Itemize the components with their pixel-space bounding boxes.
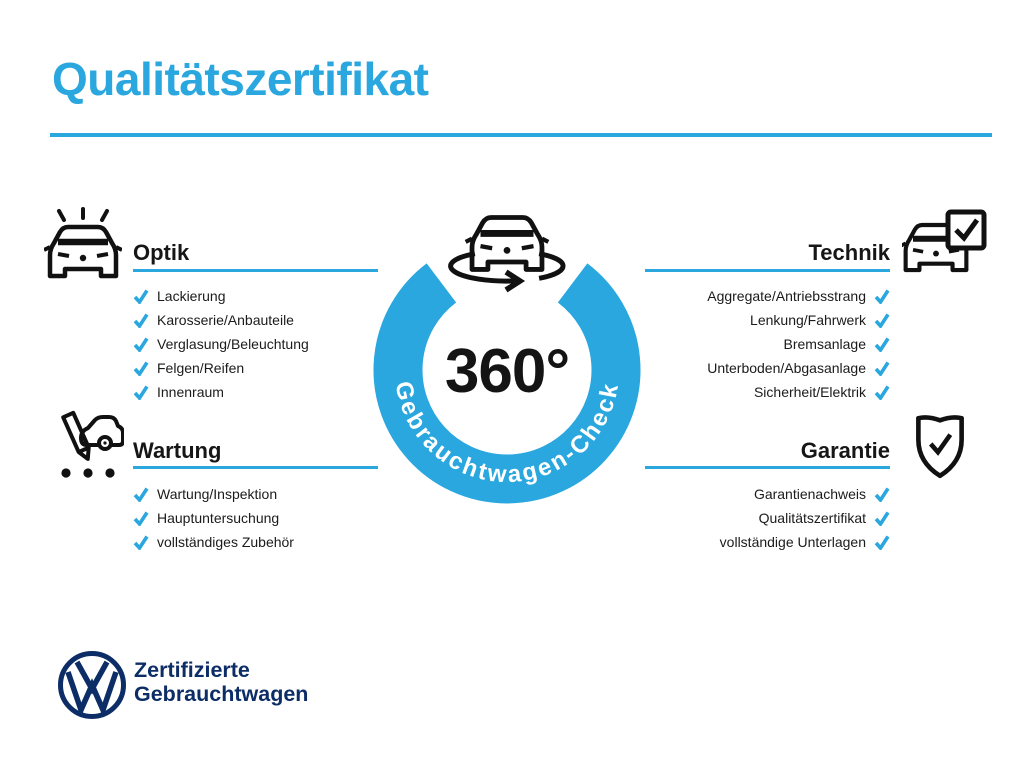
check-item: Lackierung — [133, 288, 309, 304]
check-icon — [874, 384, 890, 400]
check-icon — [133, 510, 149, 526]
check-item-label: Garantienachweis — [753, 486, 866, 502]
car-360-icon — [448, 218, 566, 293]
blue-ring — [373, 263, 641, 504]
page-title: Qualitätszertifikat — [52, 53, 429, 105]
check-icon — [133, 336, 149, 352]
check-icon — [133, 486, 149, 502]
check-item: Wartung/Inspektion — [133, 486, 294, 502]
section-underline — [645, 269, 890, 272]
optik-list: Lackierung Karosserie/Anbauteile Verglas… — [133, 288, 309, 400]
check-item: Bremsanlage — [784, 336, 891, 352]
pencil-car-icon — [61, 410, 124, 478]
check-icon — [874, 336, 890, 352]
footer-brand-text: Zertifizierte Gebrauchtwagen — [134, 658, 308, 706]
check-icon — [874, 312, 890, 328]
check-item: vollständige Unterlagen — [720, 534, 890, 550]
check-icon — [874, 510, 890, 526]
footer-line2: Gebrauchtwagen — [134, 682, 309, 706]
check-item-label: Aggregate/Antriebsstrang — [707, 288, 866, 304]
check-item-label: Lenkung/Fahrwerk — [750, 312, 866, 328]
wartung-list: Wartung/Inspektion Hauptuntersuchung vol… — [133, 486, 294, 550]
degrees-label: 360° — [445, 337, 569, 406]
footer-line1: Zertifizierte — [134, 658, 250, 682]
check-icon — [874, 360, 890, 376]
shield-check-icon — [916, 415, 964, 479]
check-icon — [133, 534, 149, 550]
section-title-optik: Optik — [133, 240, 190, 265]
check-item-label: Karosserie/Anbauteile — [157, 312, 294, 328]
section-underline — [645, 466, 890, 469]
check-item-label: Hauptuntersuchung — [157, 510, 280, 526]
check-icon — [874, 288, 890, 304]
vw-logo — [58, 651, 126, 719]
section-underline — [133, 269, 378, 272]
check-item-label: vollständige Unterlagen — [719, 534, 866, 550]
section-title-garantie: Garantie — [800, 438, 890, 463]
check-item: Qualitätszertifikat — [759, 510, 890, 526]
section-title-wartung: Wartung — [133, 438, 222, 463]
check-item: Karosserie/Anbauteile — [133, 312, 309, 328]
check-item-label: Sicherheit/Elektrik — [753, 384, 866, 400]
check-item: Aggregate/Antriebsstrang — [707, 288, 890, 304]
check-item-label: Wartung/Inspektion — [157, 486, 278, 502]
check-item-label: Verglasung/Beleuchtung — [157, 336, 309, 352]
check-item-label: Lackierung — [157, 288, 226, 304]
check-item: Innenraum — [133, 384, 309, 400]
check-icon — [133, 360, 149, 376]
section-underline — [133, 466, 378, 469]
title-divider — [50, 133, 992, 137]
check-item-label: Unterboden/Abgasanlage — [707, 360, 866, 376]
check-icon — [133, 288, 149, 304]
check-icon — [133, 312, 149, 328]
check-item: Garantienachweis — [754, 486, 890, 502]
360-check-graphic: Gebrauchtwagen-Check 360° — [373, 200, 641, 504]
garantie-list: Garantienachweis Qualitätszertifikat vol… — [720, 486, 890, 550]
technik-list: Aggregate/Antriebsstrang Lenkung/Fahrwer… — [707, 288, 890, 400]
check-icon — [874, 486, 890, 502]
check-item: Sicherheit/Elektrik — [754, 384, 890, 400]
check-icon — [133, 384, 149, 400]
check-icon — [874, 534, 890, 550]
check-item: Verglasung/Beleuchtung — [133, 336, 309, 352]
check-item: Unterboden/Abgasanlage — [707, 360, 890, 376]
section-title-technik: Technik — [808, 240, 890, 265]
check-item: Lenkung/Fahrwerk — [750, 312, 890, 328]
car-shine-icon — [44, 207, 122, 284]
check-item-label: vollständiges Zubehör — [157, 534, 294, 550]
check-item-label: Qualitätszertifikat — [758, 510, 866, 526]
check-item-label: Bremsanlage — [783, 336, 867, 352]
check-item: Felgen/Reifen — [133, 360, 309, 376]
check-item: Hauptuntersuchung — [133, 510, 294, 526]
check-item-label: Felgen/Reifen — [157, 360, 245, 376]
check-item: vollständiges Zubehör — [133, 534, 294, 550]
check-item-label: Innenraum — [157, 384, 224, 400]
car-checkbox-icon — [902, 209, 987, 278]
